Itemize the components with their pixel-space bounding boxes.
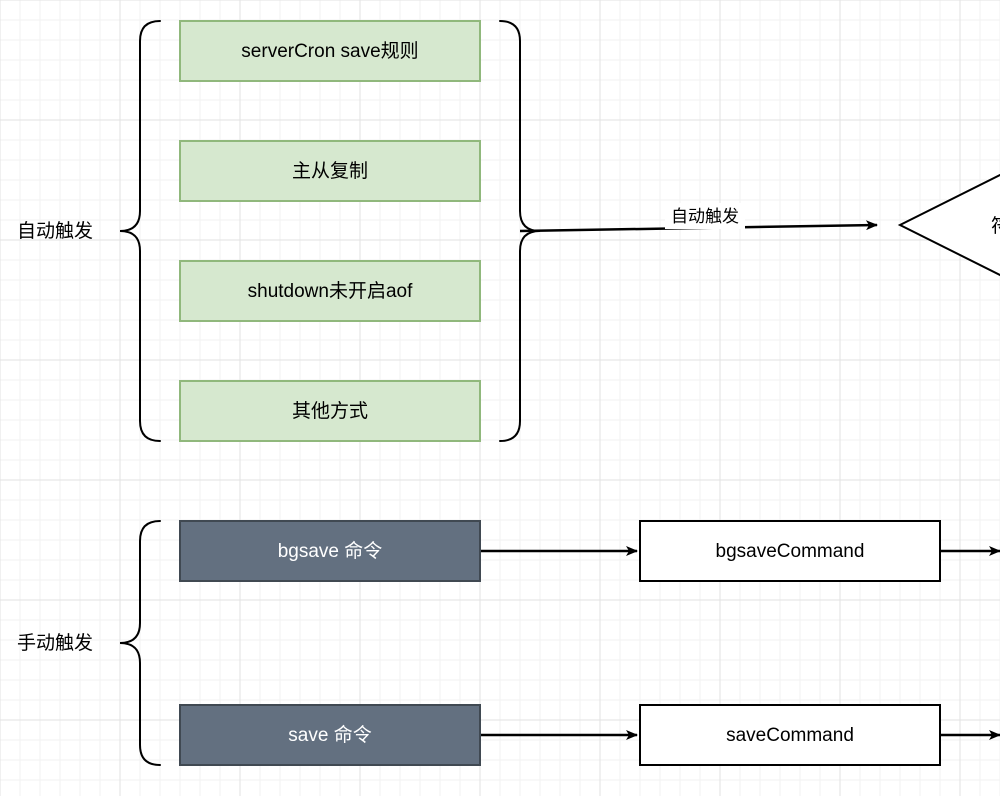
n-save-cmd-label: save 命令 bbox=[288, 724, 371, 746]
grid bbox=[0, 0, 1000, 796]
n-bgsave-cmd: bgsave 命令 bbox=[180, 521, 480, 581]
n-zhucongfuzhi: 主从复制 bbox=[180, 141, 480, 201]
n-zhucongfuzhi-label: 主从复制 bbox=[292, 160, 368, 182]
n-bgsaveCommand-label: bgsaveCommand bbox=[716, 541, 865, 562]
n-shutdown-aof-label: shutdown未开启aof bbox=[248, 280, 413, 302]
n-fuhe-label: 符合 bbox=[991, 215, 1000, 237]
n-qita-label: 其他方式 bbox=[292, 400, 368, 422]
lbl-auto: 自动触发 bbox=[17, 220, 93, 242]
n-servercron: serverCron save规则 bbox=[180, 21, 480, 81]
n-saveCommand-label: saveCommand bbox=[726, 725, 854, 746]
n-save-cmd: save 命令 bbox=[180, 705, 480, 765]
n-qita: 其他方式 bbox=[180, 381, 480, 441]
n-bgsave-cmd-label: bgsave 命令 bbox=[278, 540, 383, 562]
diagram-canvas: 自动触发 serverCron save规则主从复制 shutdown未开启aof… bbox=[0, 0, 1000, 796]
n-shutdown-aof: shutdown未开启aof bbox=[180, 261, 480, 321]
n-servercron-label: serverCron save规则 bbox=[241, 40, 418, 62]
arr-auto-to-diamond-label: 自动触发 bbox=[671, 207, 739, 226]
lbl-manual: 手动触发 bbox=[17, 632, 93, 654]
n-bgsaveCommand: bgsaveCommand bbox=[640, 521, 940, 581]
n-saveCommand: saveCommand bbox=[640, 705, 940, 765]
